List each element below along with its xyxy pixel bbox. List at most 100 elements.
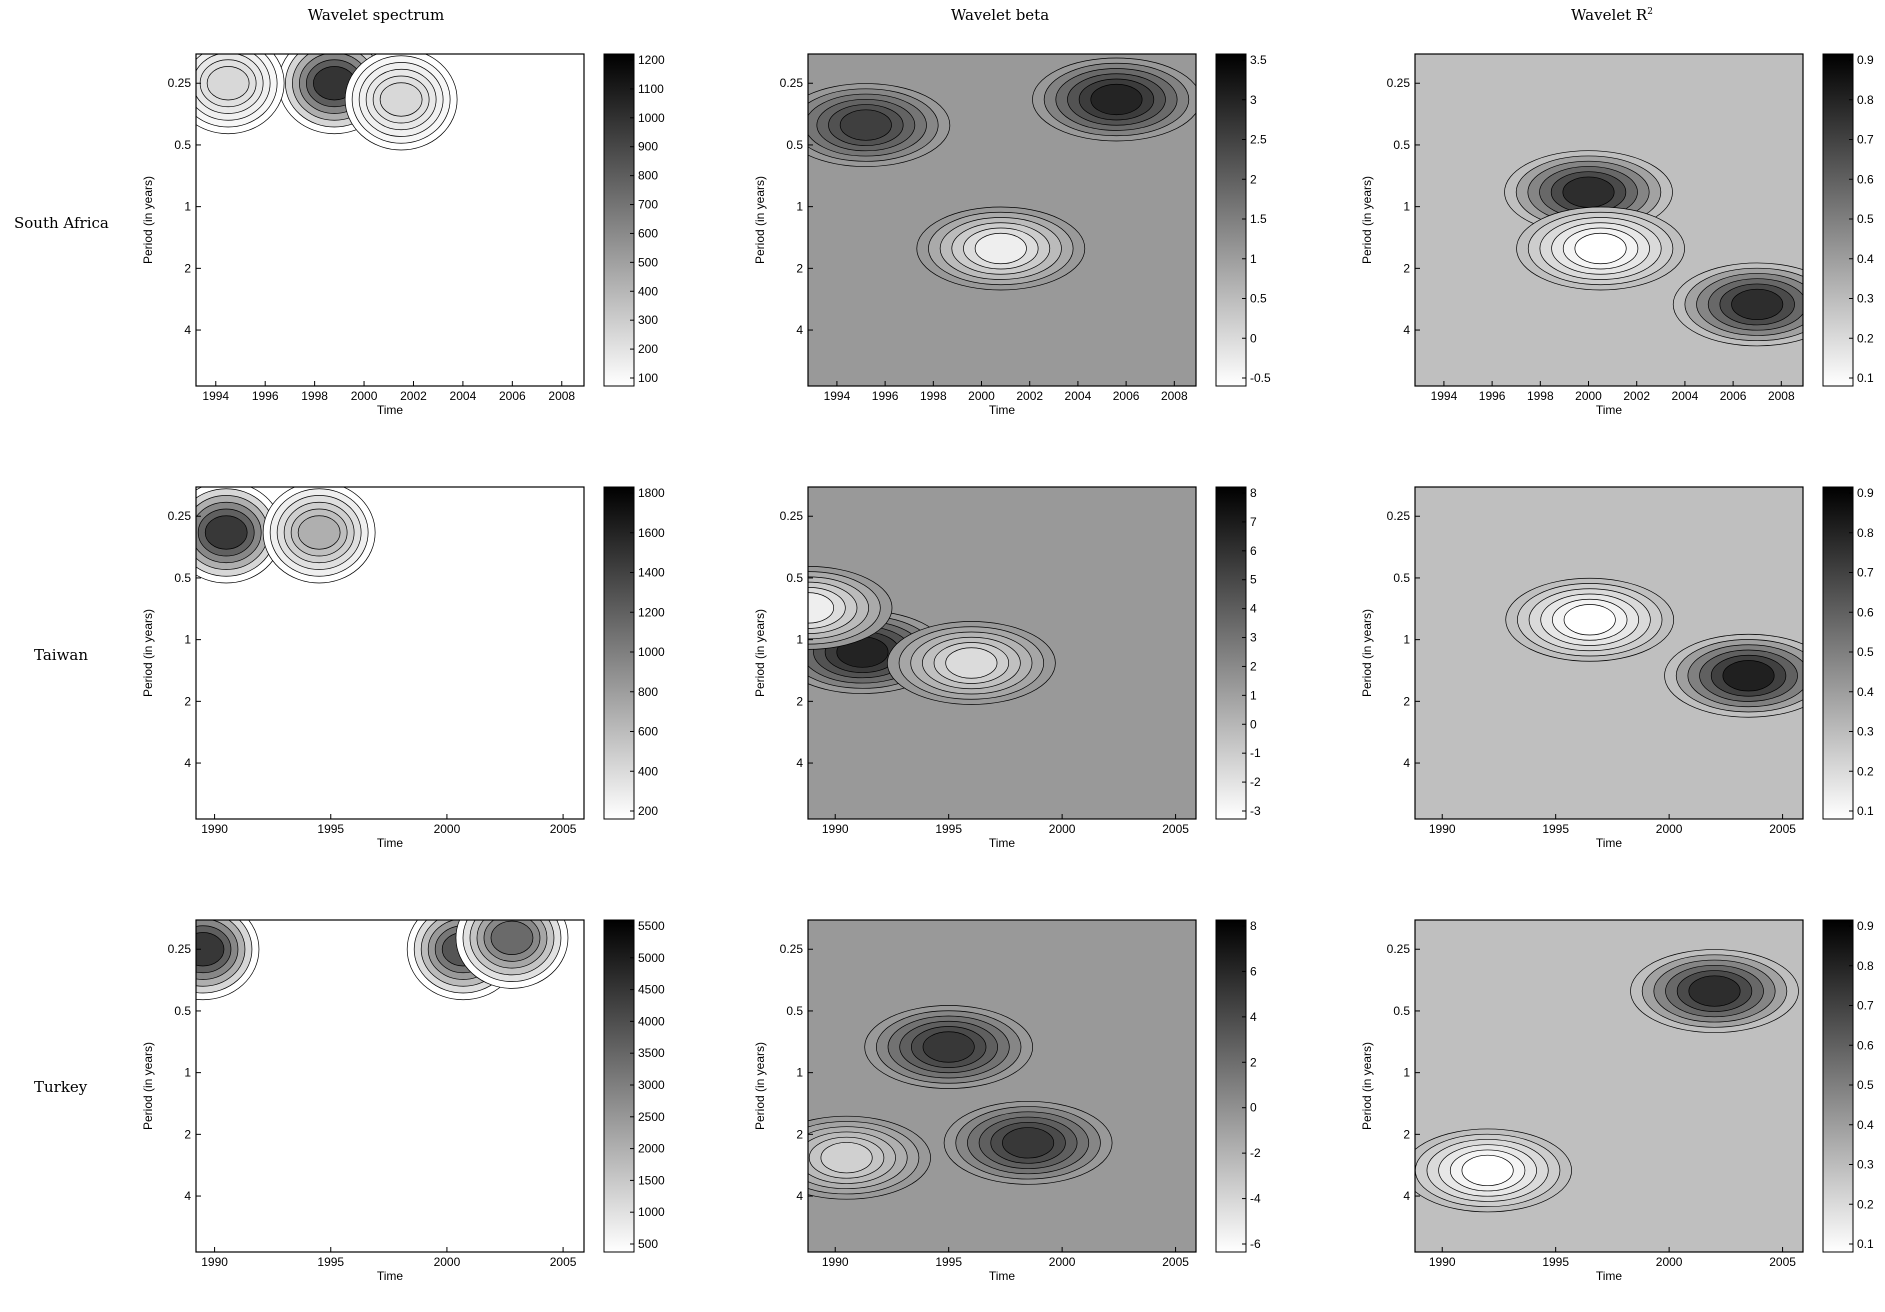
colorbar-tick-label: 4 [1250,1010,1257,1024]
colorbar-tick-label: 0.6 [1857,1038,1874,1052]
colorbar-tick-label: 1500 [638,1173,665,1187]
y-tick-label: 4 [184,323,191,337]
colorbar-gradient [603,919,635,1253]
contour-peak-1 [1731,288,1784,321]
y-tick-label: 2 [184,261,191,275]
colorbar-tick-label: 700 [638,198,658,212]
colorbar-tick-label: 1800 [638,486,665,500]
plot-group: 1994 1996 1998 2000 2002 2004 2006 2008Time0.25… [753,53,1271,417]
colorbar-tick-label: 800 [638,685,658,699]
column-title-r2-text: Wavelet R [1571,6,1648,24]
colorbar-tick-label: 6 [1250,964,1257,978]
y-tick-label: 2 [184,1127,191,1141]
x-axis-label: Time [377,836,404,850]
y-tick-label: 2 [796,694,803,708]
x-axis-label: Time [989,836,1016,850]
x-tick-label: 2000 [434,1255,461,1269]
colorbar: 0.1 0.2 0.3 0.4 0.5 0.6 0.7 0.8 0.9 [1822,919,1874,1253]
x-axis-label: Time [1596,1269,1623,1283]
colorbar-tick-label: 1100 [638,82,664,96]
row-title-taiwan: Taiwan [34,646,89,664]
x-tick-label: 1996 [252,389,279,403]
x-axis-label: Time [989,1269,1016,1283]
y-tick-label: 0.25 [1387,942,1411,956]
colorbar-tick-label: 2 [1250,1055,1257,1069]
colorbar-gradient [603,486,635,820]
contour-peak-2 [1574,232,1627,265]
y-axis-label: Period (in years) [1360,176,1374,264]
contour-peak-1 [206,66,250,101]
colorbar-tick-label: 900 [638,140,658,154]
colorbar-tick-label: 1 [1250,252,1257,266]
y-tick-label: 1 [796,1066,803,1080]
y-tick-label: 0.25 [168,76,192,90]
y-axis-label: Period (in years) [753,1042,767,1130]
x-tick-label: 2002 [1623,389,1650,403]
colorbar-tick-label: 4000 [638,1014,665,1028]
x-tick-label: 1995 [317,822,344,836]
y-tick-label: 4 [796,323,803,337]
contour-peak-1 [297,515,341,550]
colorbar-gradient [1215,919,1247,1253]
column-title-r2-superscript: 2 [1647,7,1653,17]
y-tick-label: 4 [184,756,191,770]
contour-peak-2 [379,82,423,117]
plot-background [808,920,1196,1252]
colorbar-tick-label: 600 [638,226,658,240]
y-tick-label: 0.25 [168,942,192,956]
row-title-turkey: Turkey [34,1078,88,1096]
y-tick-label: 1 [184,200,191,214]
y-tick-label: 0.5 [786,571,803,585]
y-tick-label: 4 [1403,323,1410,337]
colorbar-tick-label: 0.8 [1857,93,1874,107]
x-axis-label: Time [377,403,404,417]
y-tick-label: 2 [1403,694,1410,708]
contour-layer [196,487,376,584]
colorbar-tick-label: 0.2 [1857,764,1874,778]
x-tick-label: 2004 [450,389,477,403]
colorbar-tick-label: 600 [638,725,658,739]
y-tick-label: 0.5 [786,1004,803,1018]
colorbar-tick-label: 0.1 [1857,804,1874,818]
x-tick-label: 2000 [1575,389,1602,403]
colorbar-tick-label: 3000 [638,1078,665,1092]
y-tick-label: 4 [796,756,803,770]
contour-peak-1 [839,109,892,141]
y-tick-label: 4 [1403,1189,1410,1203]
plot-frame [1414,919,1804,1253]
plot-group: 1994 1996 1998 2000 2002 2004 2006 2008Time0.25… [141,53,665,417]
x-tick-label: 2005 [1769,1255,1796,1269]
colorbar-tick-label: 0 [1250,717,1257,731]
colorbar-tick-label: 1600 [638,526,665,540]
y-axis-label: Period (in years) [141,609,155,697]
column-title-beta-text: Wavelet beta [950,6,1050,24]
colorbar-tick-label: 3 [1250,93,1257,107]
x-tick-label: 2000 [968,389,995,403]
contour-peak-0 [1688,975,1741,1007]
colorbar-tick-label: 0.9 [1857,486,1874,500]
colorbar-tick-label: 0.9 [1857,919,1874,933]
plot-frame [807,486,1197,820]
y-tick-label: 0.5 [174,1004,191,1018]
y-tick-label: 2 [796,261,803,275]
contour-peak-2 [945,647,998,679]
wavelet-panel-3: 1990 1995 2000 2005 Time 0.25 0.5 1 2 4 Period (in… [141,486,665,850]
colorbar-tick-label: 1400 [638,566,665,580]
x-tick-label: 2008 [1161,389,1188,403]
y-tick-label: 1 [1403,1066,1410,1080]
contour-peak-0 [1090,83,1143,116]
wavelet-panel-6: 1990 1995 2000 2005 Time 0.25 0.5 1 2 4 Period (in… [141,919,665,1283]
colorbar-tick-label: 200 [638,804,658,818]
y-tick-label: 2 [184,694,191,708]
plot-group: 1990 1995 2000 2005 Time 0.25 0.5 1 2 4 Period (in… [141,919,665,1283]
wavelet-panel-4: 1990 1995 2000 2005 Time 0.25 0.5 1 2 4 Period (in… [753,486,1261,850]
x-tick-label: 1995 [1542,1255,1569,1269]
colorbar-tick-label: 2.5 [1250,133,1267,147]
y-tick-label: 4 [184,1189,191,1203]
contour-peak-2 [490,920,534,955]
column-title-spectrum-text: Wavelet spectrum [307,6,445,24]
y-tick-label: 0.5 [1393,571,1410,585]
colorbar-tick-label: 1.5 [1250,212,1267,226]
colorbar-tick-label: -4 [1250,1192,1261,1206]
colorbar-gradient [603,53,635,387]
